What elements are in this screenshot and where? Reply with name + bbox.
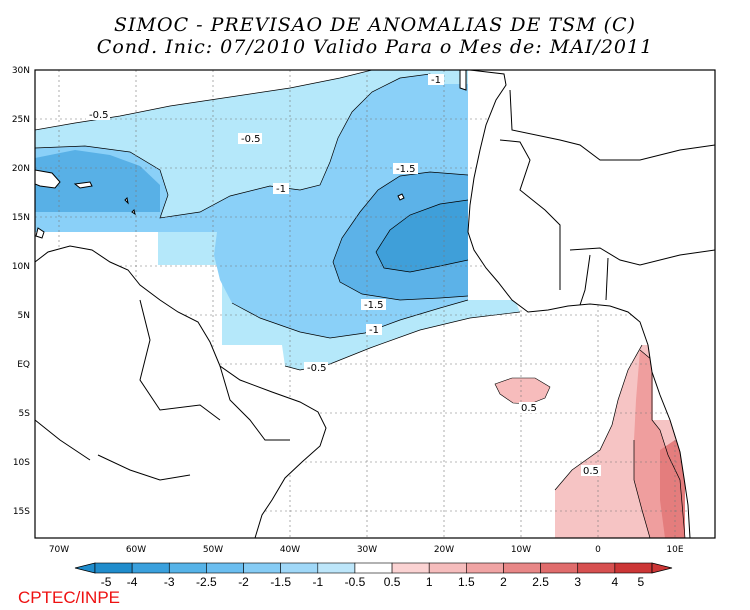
islands [124,193,405,216]
colorbar-swatch [391,562,430,574]
lat-label: 10S [13,458,30,468]
colorbar-right-arrow [651,562,673,574]
lon-label: 50W [203,545,223,555]
svg-text:-0.5: -0.5 [241,134,261,145]
colorbar-tick-label: 0.5 [384,575,401,589]
colorbar-swatch [354,562,393,574]
coastlines [35,70,715,538]
colorbar-tick-label: -2 [238,575,249,589]
lon-label: 20W [434,545,454,555]
map-subtitle: Cond. Inic: 07/2010 Valido Para o Mes de… [96,36,654,58]
country-borders [35,89,715,481]
lat-label: 10N [12,262,30,272]
anomaly-medium-blue-region [35,150,160,212]
colorbar-tick-label: 5 [638,575,645,589]
colorbar-tick-label: -5 [101,575,112,589]
colorbar-tick-label: -1.5 [270,575,291,589]
contour-label: -0.5 [238,133,262,145]
colorbar-swatch [614,562,653,574]
colorbar-swatch [540,562,579,574]
colorbar-tick-label: 2 [500,575,507,589]
contour-label: -1 [273,183,289,195]
contour-label: -0.5 [86,109,110,121]
lat-label: 15N [12,213,30,223]
svg-text:-1: -1 [369,325,379,336]
svg-text:0.5: 0.5 [521,403,537,414]
colorbar-swatch [131,562,170,574]
anomaly-red-region [660,440,685,538]
svg-text:-1.5: -1.5 [364,300,384,311]
contour-label: 0.5 [581,465,601,477]
lat-label: 20N [12,164,30,174]
svg-text:-1: -1 [276,184,286,195]
svg-text:-0.5: -0.5 [89,110,109,121]
colorbar-swatch [577,562,616,574]
contour-label: -1.5 [361,299,386,311]
colorbar-tick-label: -2.5 [196,575,217,589]
colorbar-tick-label: -1 [312,575,323,589]
lat-label: EQ [17,360,30,370]
lon-label: 30W [357,545,377,555]
contour-label: -1 [428,74,444,86]
colorbar-tick-label: 3 [574,575,581,589]
lat-labels: 30N 25N 20N 15N 10N 5N EQ 5S 10S 15S [12,66,30,517]
lon-label: 10W [511,545,531,555]
colorbar-left-arrow [74,562,96,574]
colorbar-tick-label: 1.5 [458,575,475,589]
colorbar-tick-label: -0.5 [345,575,366,589]
colorbar-tick-label: -4 [127,575,138,589]
contour-label: 0.5 [519,402,539,414]
anomaly-dark-blue-core [376,200,468,272]
colorbar-tick-label: 4 [612,575,619,589]
lon-label: 0 [595,545,601,555]
contour-label: -1 [366,324,382,336]
colorbar-swatch [94,562,133,574]
colorbar-swatch [317,562,356,574]
lat-label: 25N [12,115,30,125]
lon-label: 40W [280,545,300,555]
credit-label: CPTEC/INPE [18,588,121,607]
svg-text:-1: -1 [431,75,441,86]
colorbar-tick-label: -3 [164,575,175,589]
lat-label: 15S [13,507,30,517]
lat-label: 5S [19,409,31,419]
contour-label: -0.5 [304,362,328,374]
contour-label-group: -0.5 -0.5 -1 -1 -1.5 -1.5 -1 -0.5 0.5 0.… [86,74,601,477]
colorbar-swatch [168,562,207,574]
colorbar-swatch [428,562,467,574]
colorbar-tick-label: 1 [426,575,433,589]
colorbar-swatch [280,562,319,574]
colorbar-swatch [243,562,281,574]
map-title: SIMOC - PREVISAO DE ANOMALIAS DE TSM (C) [114,14,636,36]
colorbar-tick-label: 2.5 [532,575,549,589]
svg-text:0.5: 0.5 [583,466,599,477]
anomaly-pink-patch [494,377,551,405]
colorbar-swatch [206,562,244,574]
contour-label: -1.5 [393,163,418,175]
svg-text:-0.5: -0.5 [307,363,327,374]
lon-label: 10E [666,545,683,555]
colorbar-swatch [503,562,541,574]
lon-label: 70W [49,545,69,555]
map-frame [34,69,716,539]
lon-labels: 70W 60W 50W 40W 30W 20W 10W 0 10E [49,545,684,555]
svg-text:-1.5: -1.5 [396,164,416,175]
lon-label: 60W [126,545,146,555]
lat-label: 5N [18,311,30,321]
lat-label: 30N [12,66,30,76]
colorbar-swatch [466,562,504,574]
color-scale-bar: -5 -4 -3 -2.5 -2 -1.5 -1 -0.5 0.5 1 1.5 2 2.5 3 4 5 [74,562,673,589]
